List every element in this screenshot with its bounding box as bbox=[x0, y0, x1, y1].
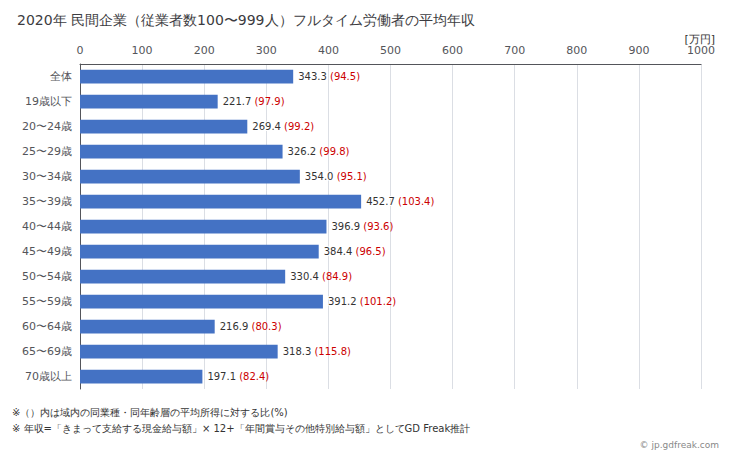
svg-text:300: 300 bbox=[256, 44, 277, 57]
svg-text:(115.8): (115.8) bbox=[314, 346, 351, 357]
svg-text:(82.4): (82.4) bbox=[239, 371, 269, 382]
svg-text:396.9: 396.9 bbox=[331, 221, 360, 232]
svg-text:(97.9): (97.9) bbox=[254, 96, 284, 107]
svg-text:© jp.gdfreak.com: © jp.gdfreak.com bbox=[640, 440, 719, 450]
svg-text:354.0: 354.0 bbox=[305, 171, 334, 182]
svg-text:400: 400 bbox=[318, 44, 339, 57]
svg-text:(95.1): (95.1) bbox=[337, 171, 367, 182]
svg-text:(96.5): (96.5) bbox=[356, 246, 386, 257]
svg-text:19歳以下: 19歳以下 bbox=[25, 95, 72, 108]
svg-text:700: 700 bbox=[504, 44, 525, 57]
svg-text:269.4: 269.4 bbox=[252, 121, 281, 132]
svg-text:45〜49歳: 45〜49歳 bbox=[22, 245, 72, 258]
svg-text:900: 900 bbox=[628, 44, 649, 57]
svg-text:※（）内は域内の同業種・同年齢層の平均所得に対する比(%): ※（）内は域内の同業種・同年齢層の平均所得に対する比(%) bbox=[12, 407, 288, 418]
svg-text:(93.6): (93.6) bbox=[363, 221, 393, 232]
svg-text:200: 200 bbox=[194, 44, 215, 57]
svg-text:※ 年収=「きまって支給する現金給与額」× 12+「年間賞与: ※ 年収=「きまって支給する現金給与額」× 12+「年間賞与その他特別給与額」と… bbox=[12, 423, 470, 434]
svg-text:197.1: 197.1 bbox=[207, 371, 236, 382]
svg-text:326.2: 326.2 bbox=[288, 146, 317, 157]
svg-text:600: 600 bbox=[442, 44, 463, 57]
svg-text:2020年 民間企業（従業者数100〜999人）フルタイム労: 2020年 民間企業（従業者数100〜999人）フルタイム労働者の平均年収 bbox=[17, 12, 475, 28]
svg-text:318.3: 318.3 bbox=[283, 346, 312, 357]
svg-text:(101.2): (101.2) bbox=[360, 296, 397, 307]
svg-text:25〜29歳: 25〜29歳 bbox=[22, 145, 72, 158]
svg-text:(103.4): (103.4) bbox=[398, 196, 435, 207]
svg-text:40〜44歳: 40〜44歳 bbox=[22, 220, 72, 233]
svg-text:500: 500 bbox=[380, 44, 401, 57]
svg-text:384.4: 384.4 bbox=[324, 246, 353, 257]
svg-text:(80.3): (80.3) bbox=[252, 321, 282, 332]
svg-text:30〜34歳: 30〜34歳 bbox=[22, 170, 72, 183]
svg-text:221.7: 221.7 bbox=[223, 96, 252, 107]
svg-text:1000: 1000 bbox=[687, 44, 715, 57]
svg-text:(94.5): (94.5) bbox=[330, 71, 360, 82]
svg-text:391.2: 391.2 bbox=[328, 296, 357, 307]
svg-text:55〜59歳: 55〜59歳 bbox=[22, 295, 72, 308]
svg-text:65〜69歳: 65〜69歳 bbox=[22, 345, 72, 358]
svg-text:50〜54歳: 50〜54歳 bbox=[22, 270, 72, 283]
svg-text:(99.2): (99.2) bbox=[284, 121, 314, 132]
svg-text:0: 0 bbox=[77, 44, 84, 57]
svg-text:60〜64歳: 60〜64歳 bbox=[22, 320, 72, 333]
svg-text:[万円]: [万円] bbox=[684, 33, 715, 46]
svg-text:全体: 全体 bbox=[50, 70, 72, 83]
svg-text:(99.8): (99.8) bbox=[319, 146, 349, 157]
svg-text:216.9: 216.9 bbox=[220, 321, 249, 332]
svg-text:330.4: 330.4 bbox=[290, 271, 319, 282]
svg-text:(84.9): (84.9) bbox=[322, 271, 352, 282]
svg-text:70歳以上: 70歳以上 bbox=[25, 370, 72, 383]
svg-text:800: 800 bbox=[566, 44, 587, 57]
svg-text:452.7: 452.7 bbox=[366, 196, 395, 207]
svg-text:343.3: 343.3 bbox=[298, 71, 327, 82]
svg-text:20〜24歳: 20〜24歳 bbox=[22, 120, 72, 133]
svg-text:35〜39歳: 35〜39歳 bbox=[22, 195, 72, 208]
svg-text:100: 100 bbox=[132, 44, 153, 57]
